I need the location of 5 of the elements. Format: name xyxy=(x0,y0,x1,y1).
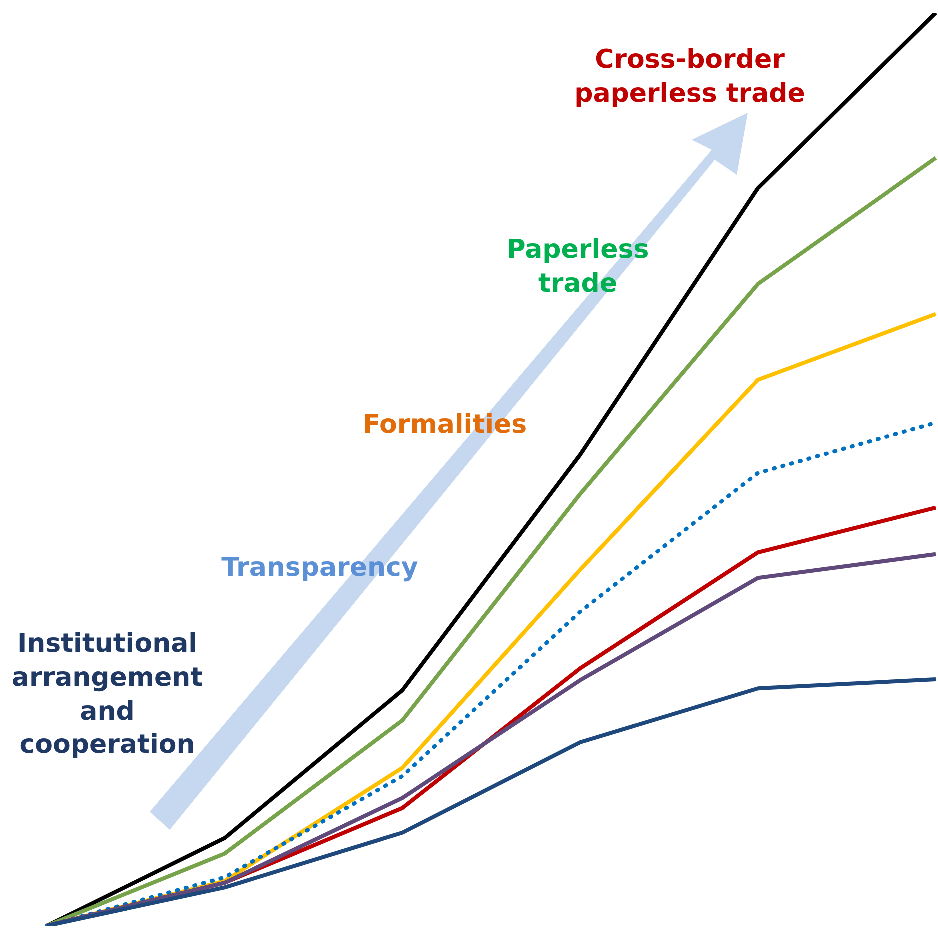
annotation: Transparency xyxy=(220,552,420,585)
annotation: Cross-border paperless trade xyxy=(574,44,806,111)
annotation: Paperless trade xyxy=(506,234,650,301)
annotation: Formalities xyxy=(362,409,528,442)
annotation: Institutional arrangement and cooperation xyxy=(10,628,204,762)
